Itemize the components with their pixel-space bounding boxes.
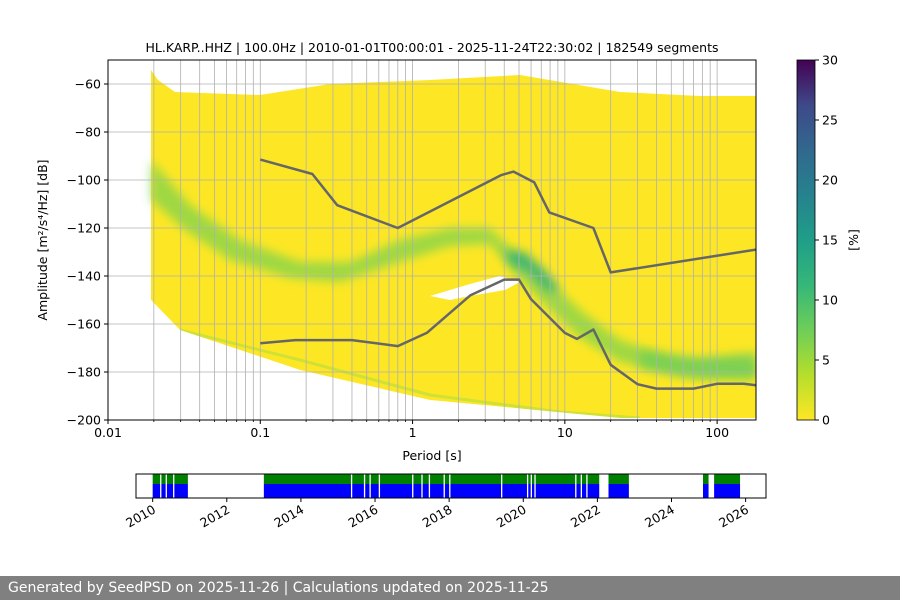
timeline-frame <box>135 473 767 499</box>
colorbar-tick-label: 25 <box>822 113 838 128</box>
timeline-tick-label: 2022 <box>568 502 603 531</box>
colorbar-tick-label: 20 <box>822 173 838 188</box>
timeline-gap-marker <box>575 474 577 498</box>
timeline-tick-label: 2016 <box>345 502 380 531</box>
y-axis-label: Amplitude [m²/s⁴/Hz] [dB] <box>35 159 50 320</box>
psd-band-long-period <box>640 350 756 378</box>
colorbar-ticks: 0 5 10 15 20 25 30 <box>815 53 838 428</box>
chart-title: HL.KARP..HHZ | 100.0Hz | 2010-01-01T00:0… <box>146 40 719 55</box>
timeline-blue-segment <box>608 484 629 498</box>
colorbar-tick-label: 30 <box>822 53 838 68</box>
psd-band-main <box>151 160 756 380</box>
timeline-gap-marker <box>449 474 451 498</box>
data-availability-timeline <box>152 474 741 498</box>
x-tick-label: 100 <box>705 425 729 440</box>
timeline-tick-label: 2024 <box>642 502 677 531</box>
timeline-blue-segment <box>152 484 188 498</box>
timeline-ticks: 2010 2012 2014 2016 2018 2020 2022 2024 2026 <box>123 498 751 531</box>
reference-model-lower <box>260 278 756 390</box>
y-tick-label: −180 <box>67 365 101 380</box>
timeline-gap-marker <box>378 474 381 498</box>
y-tick-label: −60 <box>75 77 101 92</box>
timeline-gap-marker <box>530 474 532 498</box>
timeline-gap-marker <box>501 474 503 498</box>
timeline-gap-marker <box>428 474 431 498</box>
timeline-green-segment <box>703 474 709 484</box>
timeline-gap-marker <box>350 474 353 498</box>
x-tick-label: 0.01 <box>94 425 122 440</box>
timeline-gap-marker <box>363 474 366 498</box>
y-tick-label: −100 <box>67 173 101 188</box>
colorbar-tick-label: 15 <box>822 233 838 248</box>
y-tick-label: −120 <box>67 221 101 236</box>
timeline-blue-segment <box>703 484 709 498</box>
timeline-green-segment <box>152 474 188 484</box>
timeline-gap-marker <box>160 474 162 498</box>
timeline-tick-label: 2018 <box>420 502 455 531</box>
timeline-gap-marker <box>580 474 583 498</box>
timeline-tick-label: 2026 <box>716 502 751 531</box>
psd-density <box>108 70 756 420</box>
y-tick-label: −80 <box>75 125 101 140</box>
x-tick-label: 10 <box>557 425 573 440</box>
timeline-tick-label: 2020 <box>494 502 529 531</box>
timeline-gap-marker <box>443 474 445 498</box>
colorbar-label: [%] <box>846 229 861 251</box>
timeline-gap-marker <box>534 474 536 498</box>
timeline-gap-marker <box>421 474 423 498</box>
plot-frame <box>107 59 757 421</box>
timeline-gap-marker <box>369 474 371 498</box>
y-tick-label: −200 <box>67 413 101 428</box>
timeline-blue-segment <box>263 484 600 498</box>
y-tick-label: −160 <box>67 317 101 332</box>
colorbar-tick-label: 5 <box>822 353 830 368</box>
timeline-tick-label: 2010 <box>123 502 158 531</box>
timeline-gap-marker <box>173 474 175 498</box>
footer: Generated by SeedPSD on 2025-11-26 | Cal… <box>0 576 900 600</box>
colorbar <box>796 59 816 421</box>
x-tick-label: 1 <box>409 425 417 440</box>
colorbar-tick-label: 0 <box>822 413 830 428</box>
timeline-green-segment <box>608 474 629 484</box>
psd-white-bottom-left <box>108 270 756 420</box>
x-axis-label: Period [s] <box>402 448 461 463</box>
timeline-gap-marker <box>412 474 414 498</box>
timeline-blue-segment <box>714 484 741 498</box>
footer-text: Generated by SeedPSD on 2025-11-26 | Cal… <box>8 580 549 596</box>
colorbar-tick-label: 10 <box>822 293 838 308</box>
timeline-green-segment <box>714 474 741 484</box>
axis-ticks: 0.01 0.1 1 10 100 −60 −80 −100 −120 −140 −160 −180 −… <box>67 77 729 441</box>
timeline-tick-label: 2012 <box>197 502 232 531</box>
timeline-gap-marker <box>586 474 588 498</box>
reference-model-upper <box>259 158 756 274</box>
x-tick-label: 0.1 <box>250 425 270 440</box>
timeline-tick-label: 2014 <box>271 502 306 531</box>
y-tick-label: −140 <box>67 269 101 284</box>
timeline-green-segment <box>263 474 600 484</box>
timeline-gap-marker <box>526 474 529 498</box>
grid-lines <box>108 60 756 420</box>
reference-models <box>259 158 756 390</box>
timeline-gap-marker <box>165 474 167 498</box>
